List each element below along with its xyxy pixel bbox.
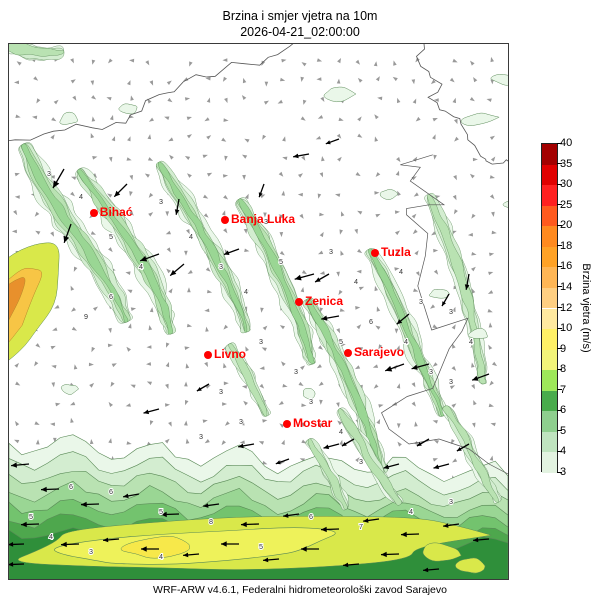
svg-text:4: 4 [469,337,473,346]
svg-text:6: 6 [369,317,373,326]
svg-text:4: 4 [139,262,143,271]
svg-text:3: 3 [259,337,263,346]
svg-text:4: 4 [339,427,343,436]
svg-text:4: 4 [79,192,83,201]
svg-text:6: 6 [109,292,113,301]
svg-text:3: 3 [159,197,163,206]
svg-text:6: 6 [109,487,113,496]
svg-text:4: 4 [409,507,413,516]
svg-text:3: 3 [294,367,298,376]
svg-text:3: 3 [309,397,313,406]
svg-text:3: 3 [239,417,243,426]
svg-text:9: 9 [84,312,88,321]
svg-text:8: 8 [209,517,213,526]
svg-text:5: 5 [279,257,283,266]
svg-text:3: 3 [359,457,363,466]
svg-text:4: 4 [354,277,358,286]
svg-text:3: 3 [199,432,203,441]
svg-text:5: 5 [29,512,33,521]
svg-text:5: 5 [259,542,263,551]
svg-text:3: 3 [89,547,93,556]
svg-text:6: 6 [309,512,313,521]
svg-text:3: 3 [429,367,433,376]
svg-text:4: 4 [159,552,163,561]
svg-text:4: 4 [244,287,248,296]
svg-text:3: 3 [329,247,333,256]
svg-text:3: 3 [449,307,453,316]
svg-text:3: 3 [219,387,223,396]
svg-text:3: 3 [219,262,223,271]
svg-text:5: 5 [159,507,163,516]
svg-text:4: 4 [404,337,408,346]
svg-text:7: 7 [359,522,363,531]
svg-text:3: 3 [449,377,453,386]
svg-text:5: 5 [109,232,113,241]
svg-text:4: 4 [49,532,53,541]
svg-text:3: 3 [419,297,423,306]
svg-text:4: 4 [189,232,193,241]
svg-text:6: 6 [69,482,73,491]
svg-text:3: 3 [47,169,51,178]
svg-text:3: 3 [449,497,453,506]
svg-text:5: 5 [339,337,343,346]
svg-text:4: 4 [399,267,403,276]
